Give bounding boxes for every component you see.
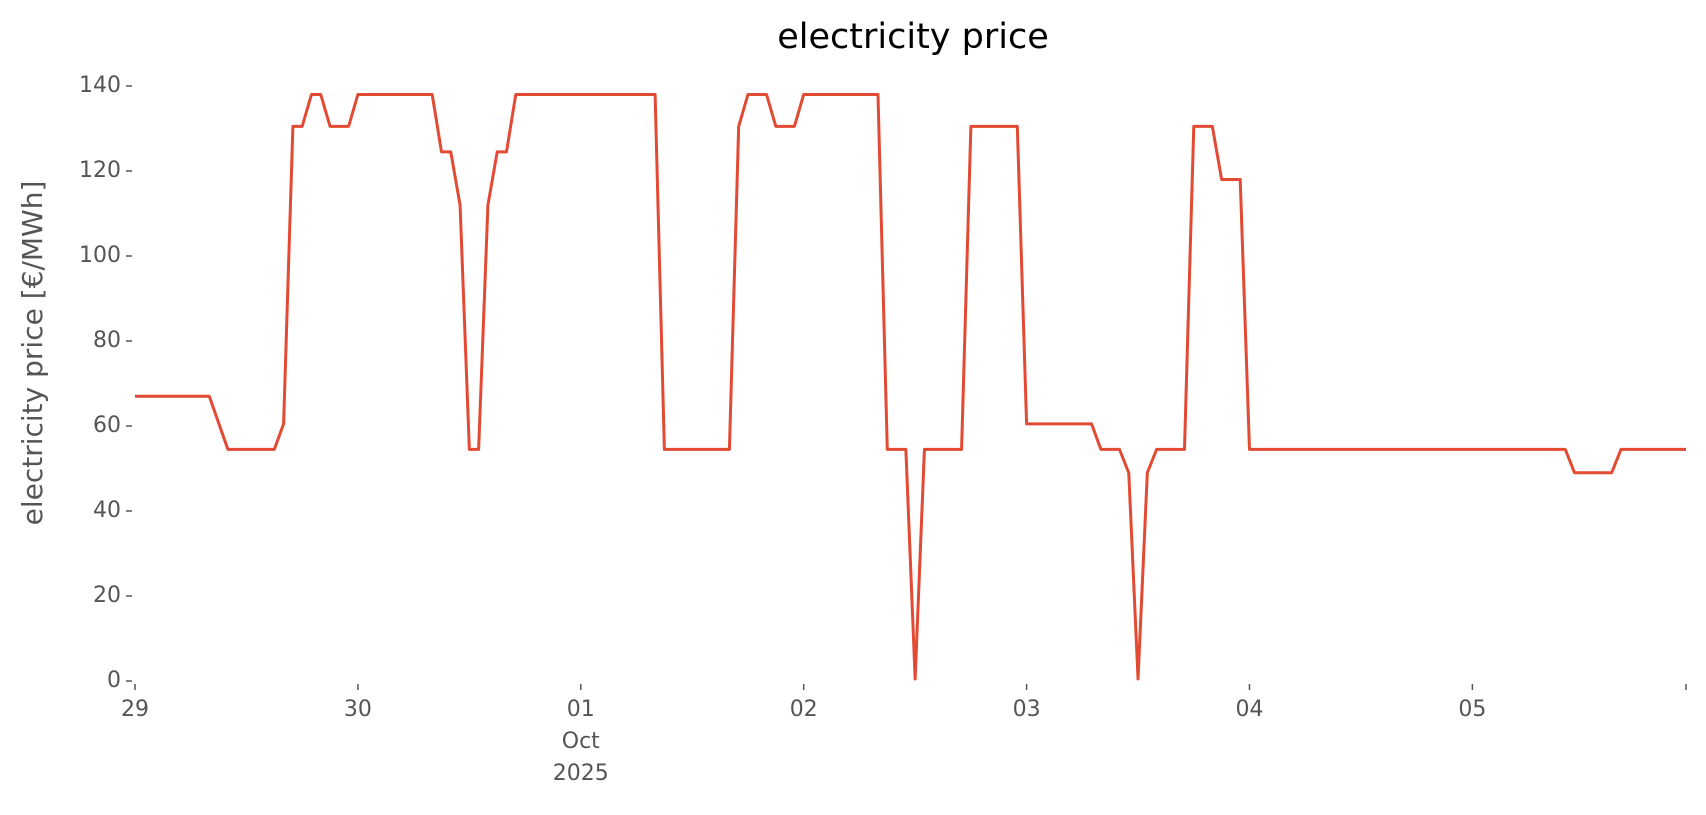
y-tick-label: 80 <box>93 328 121 353</box>
y-tick-label: 40 <box>93 498 121 523</box>
y-tick-label: 20 <box>93 583 121 608</box>
x-tick-label: 30 <box>344 697 372 722</box>
x-tick-label: 01 Oct 2025 <box>553 697 609 786</box>
y-tick-label: 0 <box>107 668 121 693</box>
x-tick-label: 05 <box>1458 697 1486 722</box>
x-tick-label: 02 <box>790 697 818 722</box>
y-tick-label: 60 <box>93 413 121 438</box>
x-tick-label: 03 <box>1013 697 1041 722</box>
y-tick-label: 100 <box>79 243 121 268</box>
price-line <box>135 93 1686 681</box>
y-axis-label: electricity price [€/MWh] <box>16 181 49 526</box>
y-tick-label: 120 <box>79 158 121 183</box>
x-tick-label: 04 <box>1235 697 1263 722</box>
chart-title: electricity price <box>777 17 1049 57</box>
x-tick-label: 29 <box>121 697 149 722</box>
y-tick-label: 140 <box>79 73 121 98</box>
